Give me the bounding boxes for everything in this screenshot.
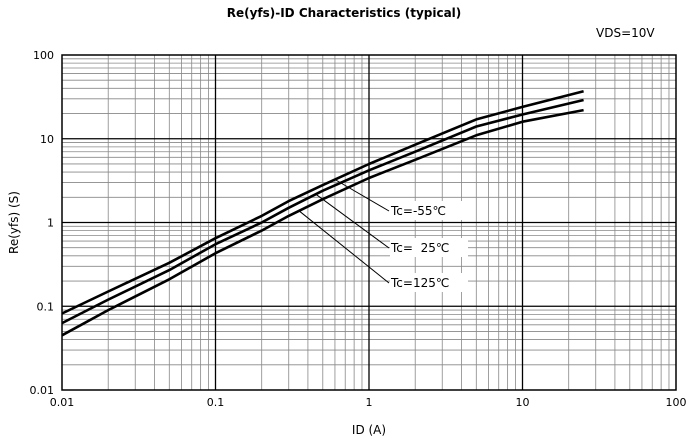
y-tick-labels: 0.01 0.1 1 10 100 <box>30 49 55 397</box>
series-line-0 <box>61 89 584 315</box>
series-line-1 <box>61 98 584 325</box>
condition-label: VDS=10V <box>596 26 655 40</box>
plot-frame <box>61 54 677 391</box>
y-tick-label: 10 <box>40 133 54 146</box>
y-tick-label: 100 <box>33 49 54 62</box>
x-tick-labels: 0.01 0.1 1 10 100 <box>50 396 687 409</box>
annotation-leader <box>334 179 390 212</box>
x-tick-label: 0.1 <box>207 396 225 409</box>
annotation-leader <box>298 210 390 284</box>
x-tick-label: 0.01 <box>50 396 75 409</box>
x-tick-label: 100 <box>666 396 687 409</box>
x-axis-label: ID (A) <box>352 423 386 437</box>
annotation-background <box>390 273 468 292</box>
series-layer <box>61 89 584 337</box>
y-tick-label: 0.1 <box>37 300 55 313</box>
major-gridlines <box>62 55 676 390</box>
annotation-leader <box>315 193 390 249</box>
x-tick-label: 1 <box>366 396 373 409</box>
y-tick-label: 0.01 <box>30 384 55 397</box>
y-tick-label: 1 <box>47 217 54 230</box>
annotation-background <box>390 238 468 257</box>
x-tick-label: 10 <box>516 396 530 409</box>
y-axis-label: Re(yfs) (S) <box>7 191 21 254</box>
annotation-label: Tc=-55℃ <box>390 204 446 218</box>
annotation-background <box>390 201 468 220</box>
annotation-layer: Tc=-55℃ Tc= 25℃ Tc=125℃ <box>298 179 468 292</box>
series-line-2 <box>61 108 584 337</box>
annotation-label: Tc=125℃ <box>390 276 449 290</box>
chart-title: Re(yfs)-ID Characteristics (typical) <box>226 6 462 20</box>
annotation-label: Tc= 25℃ <box>390 241 449 255</box>
